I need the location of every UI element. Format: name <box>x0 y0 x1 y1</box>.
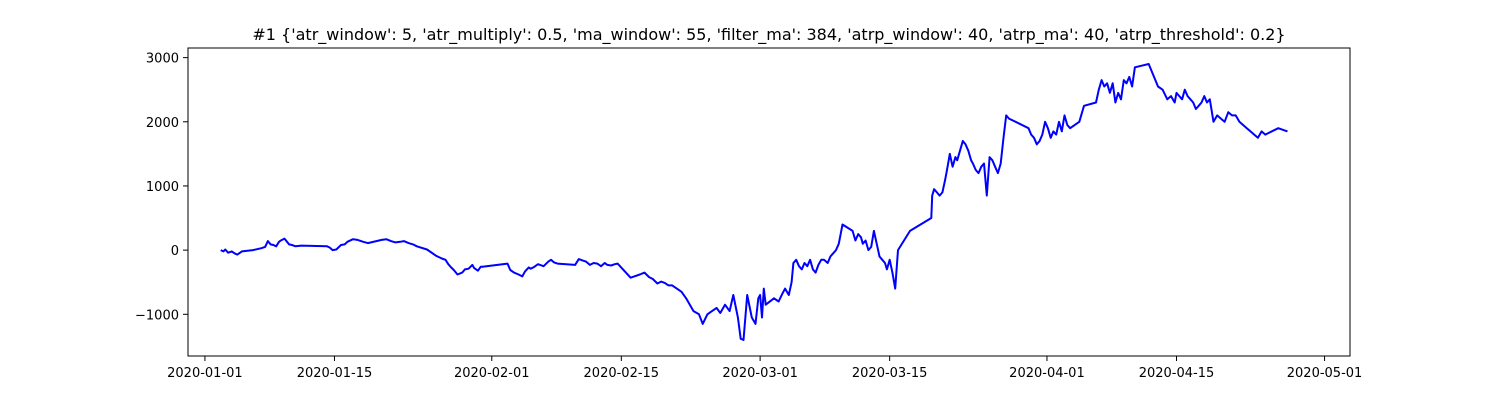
x-tick-label: 2020-05-01 <box>1287 366 1363 381</box>
y-tick-label: 2000 <box>146 116 179 131</box>
x-tick-label: 2020-02-15 <box>584 366 660 381</box>
equity-line <box>220 63 1288 341</box>
x-tick-label: 2020-02-01 <box>454 366 530 381</box>
x-tick-label: 2020-04-15 <box>1139 366 1215 381</box>
x-tick-label: 2020-01-15 <box>297 366 373 381</box>
y-axis: −1000 0 1000 2000 3000 <box>135 52 188 323</box>
plot-area <box>187 47 1351 357</box>
x-tick-label: 2020-01-01 <box>167 366 243 381</box>
x-tick-label: 2020-03-15 <box>852 366 928 381</box>
y-tick-label: −1000 <box>135 308 179 323</box>
chart-title: #1 {'atr_window': 5, 'atr_multiply': 0.5… <box>252 25 1285 45</box>
y-tick-label: 0 <box>171 244 179 259</box>
x-tick-label: 2020-03-01 <box>722 366 798 381</box>
x-tick-label: 2020-04-01 <box>1009 366 1085 381</box>
x-axis: 2020-01-01 2020-01-15 2020-02-01 2020-02-15… <box>167 356 1362 381</box>
y-tick-label: 1000 <box>146 180 179 195</box>
y-tick-label: 3000 <box>146 52 179 67</box>
axes-frame <box>187 47 1351 357</box>
